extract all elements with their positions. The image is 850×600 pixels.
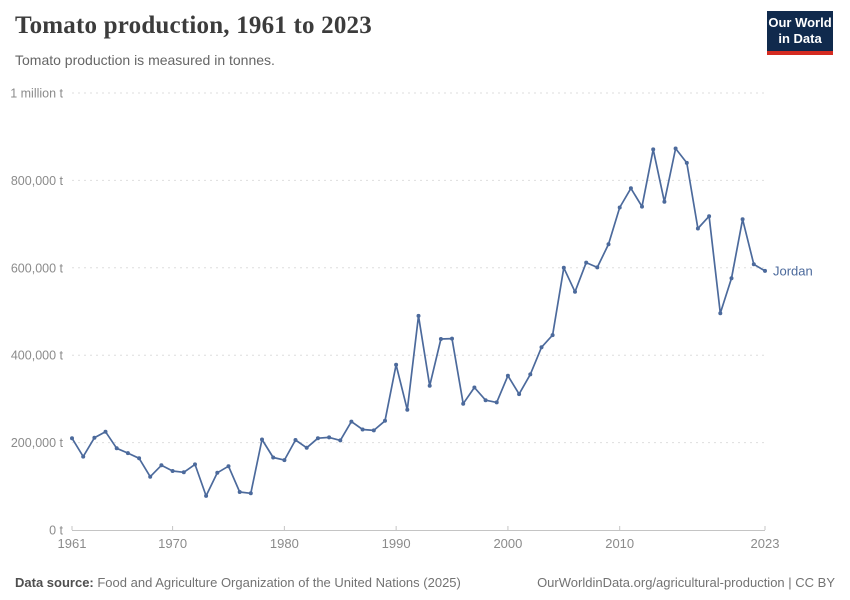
data-point[interactable] [606,242,611,247]
data-source: Data source: Food and Agriculture Organi… [15,575,461,590]
data-point[interactable] [148,474,153,479]
x-tick-label: 2010 [605,536,634,551]
data-point[interactable] [729,276,734,281]
data-point[interactable] [394,362,399,367]
data-point[interactable] [70,436,74,441]
chart-title: Tomato production, 1961 to 2023 [15,12,372,39]
owid-logo[interactable]: Our World in Data [767,11,833,55]
data-point[interactable] [271,455,276,460]
data-point[interactable] [215,470,220,475]
data-point[interactable] [92,435,97,440]
data-point[interactable] [573,289,577,294]
data-point[interactable] [204,493,209,498]
data-point[interactable] [371,428,376,433]
y-tick-label: 1 million t [10,87,63,101]
data-point[interactable] [226,464,231,469]
data-point[interactable] [349,419,354,424]
chart-subtitle: Tomato production is measured in tonnes. [15,52,275,68]
series-end-label[interactable]: Jordan [773,263,813,278]
x-tick-label: 1990 [382,536,411,551]
owid-logo-line1: Our World [768,15,832,30]
data-point[interactable] [740,217,745,222]
y-tick-label: 200,000 t [11,436,64,450]
data-point[interactable] [695,226,700,231]
data-point[interactable] [584,260,589,265]
data-source-text: Food and Agriculture Organization of the… [93,574,461,590]
data-point[interactable] [673,146,678,151]
series-line-jordan[interactable] [71,147,766,497]
data-point[interactable] [114,446,119,451]
data-point[interactable] [405,407,410,412]
data-point[interactable] [327,435,332,440]
data-point[interactable] [617,205,622,210]
y-tick-label: 800,000 t [11,174,64,188]
data-point[interactable] [304,445,309,450]
data-point[interactable] [170,469,175,473]
data-point[interactable] [193,462,197,467]
data-point[interactable] [684,160,689,165]
data-point[interactable] [450,336,454,341]
data-point[interactable] [517,392,522,397]
data-point[interactable] [137,456,142,461]
data-point[interactable] [181,470,186,475]
line-chart[interactable]: 0 t 200,000 t 400,000 t 600,000 t 800,000 t 1… [0,0,850,560]
data-point[interactable] [483,398,488,403]
data-point[interactable] [248,491,253,496]
data-point[interactable] [550,333,555,338]
x-tick-label: 1961 [58,536,87,551]
data-point[interactable] [383,418,387,423]
data-point[interactable] [427,383,432,388]
data-point[interactable] [103,429,108,434]
data-point[interactable] [763,268,767,273]
x-tick-label: 1970 [158,536,187,551]
x-tick-label: 1980 [270,536,299,551]
chart-footer: Data source: Food and Agriculture Organi… [15,570,835,594]
data-point[interactable] [472,385,477,390]
data-point[interactable] [125,451,130,456]
data-point[interactable] [662,199,667,204]
data-point[interactable] [505,373,510,378]
data-point[interactable] [707,214,712,219]
data-point[interactable] [416,313,421,318]
data-point[interactable] [260,437,264,442]
data-point[interactable] [438,337,443,341]
data-point[interactable] [640,204,644,209]
data-point[interactable] [651,147,656,152]
y-tick-label: 400,000 t [11,349,64,363]
data-point[interactable] [461,401,466,406]
x-tick-label: 2000 [493,536,522,551]
data-point[interactable] [561,265,566,270]
data-point[interactable] [81,454,86,459]
data-point[interactable] [628,186,633,191]
data-point[interactable] [237,490,242,494]
data-point[interactable] [528,372,533,377]
data-source-label: Data source: [15,574,94,590]
owid-logo-line2: in Data [778,31,822,47]
data-point[interactable] [293,438,298,442]
x-tick-label: 2023 [751,536,780,551]
data-point[interactable] [338,438,343,443]
data-point[interactable] [282,458,287,463]
data-point[interactable] [159,463,164,468]
data-point[interactable] [718,311,723,316]
data-point[interactable] [315,436,320,441]
data-point[interactable] [494,400,499,405]
credit-line[interactable]: OurWorldinData.org/agricultural-producti… [537,574,835,590]
data-point[interactable] [539,345,544,350]
data-point[interactable] [595,265,600,270]
data-point[interactable] [751,262,756,267]
data-point[interactable] [360,427,365,432]
y-tick-label: 0 t [49,524,63,538]
y-tick-label: 600,000 t [11,261,64,275]
